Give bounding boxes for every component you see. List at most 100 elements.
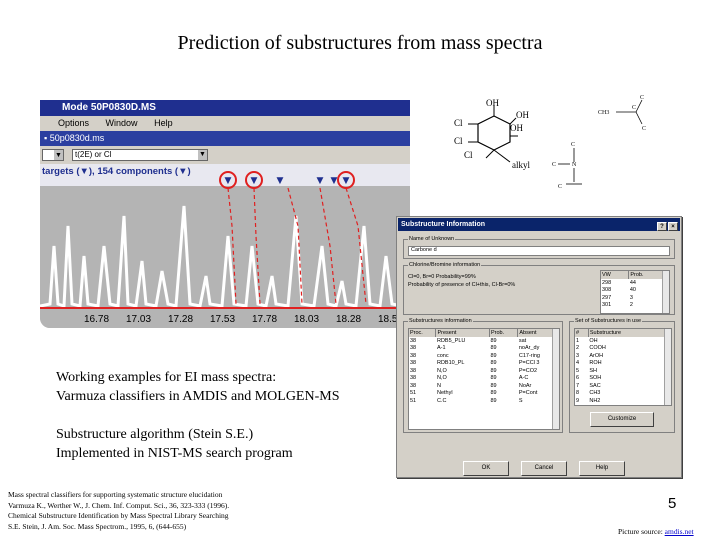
amdis-toolbar: ▼ t(2E) or Cl ▼ — [40, 146, 410, 164]
list-item[interactable]: 301 2 — [602, 302, 633, 309]
acetyl-structure: C CH3 C C — [598, 95, 646, 132]
table-row[interactable]: 38 A-1 89 noAr_dy — [410, 345, 540, 352]
page-number: 5 — [668, 495, 677, 512]
targets-summary: targets (▼), 154 components (▼) — [40, 164, 410, 188]
axis-tick: 18.5 — [378, 314, 398, 325]
stein-line-1: Substructure algorithm (Stein S.E.) — [56, 427, 254, 442]
axis-tick: 17.53 — [210, 314, 236, 325]
struct-label: CH3 — [598, 110, 609, 116]
reference-line: Mass spectral classifiers for supporting… — [8, 490, 223, 499]
stein-text: Substructure algorithm (Stein S.E.) Impl… — [56, 425, 293, 463]
list-item[interactable]: 9 NH2 — [576, 397, 601, 404]
target-dropdown[interactable]: t(2E) or Cl ▼ — [72, 149, 208, 161]
table-row[interactable]: 38 conc 89 C17-ring — [410, 352, 540, 359]
molgen-name: MOLGEN-MS — [254, 389, 340, 404]
references: Mass spectral classifiers for supporting… — [8, 490, 348, 532]
struct-label: C — [640, 95, 644, 101]
substructures-group: Substructures information Proc. Present … — [403, 318, 563, 433]
name-group: Name of Unknown Carbone d — [403, 236, 675, 259]
struct-label: N — [572, 162, 577, 168]
cancel-button[interactable]: Cancel — [521, 461, 567, 476]
list-item[interactable]: 8 CH3 — [576, 390, 601, 397]
menu-options[interactable]: Options — [58, 118, 90, 128]
ok-button[interactable]: OK — [463, 461, 509, 476]
axis-tick: 17.28 — [168, 314, 194, 325]
chlorine-group-label: Chlorine/Bromine information — [408, 262, 482, 268]
col-header[interactable]: Prob. — [489, 329, 519, 337]
amine-structure: C C N C — [552, 142, 582, 190]
list-item[interactable]: 6 SOH — [576, 375, 602, 382]
axis-tick: 18.28 — [336, 314, 362, 325]
table-row[interactable]: 38 RDB10_PL 89 P=CCl 3 — [410, 360, 540, 367]
list-item[interactable]: 298 44 — [602, 279, 636, 286]
struct-label: OH — [516, 110, 529, 120]
reference-line: Varmuza K., Werther W., J. Chem. Inf. Co… — [8, 500, 230, 510]
axis-tick: 16.78 — [84, 314, 110, 325]
list-item[interactable]: 1 OH — [576, 337, 598, 344]
chlorine-line: Probability of presence of Cl+this, Cl-B… — [408, 282, 516, 288]
struct-label: OH — [510, 123, 523, 133]
help-button[interactable]: Help — [579, 461, 625, 476]
picture-source: Picture source: amdis.net — [618, 527, 694, 536]
scrollbar[interactable] — [664, 329, 671, 405]
amdis-menubar: Options Window Help — [40, 116, 410, 131]
table-row[interactable]: 38 N,O 89 P=CO2 — [410, 367, 538, 374]
list-item[interactable]: 3 ArOH — [576, 352, 604, 359]
help-icon[interactable]: ? — [657, 222, 667, 231]
customize-button[interactable]: Customize — [590, 412, 654, 427]
list-item[interactable]: 5 SH — [576, 367, 597, 374]
source-link[interactable]: amdis.net — [664, 527, 694, 536]
svg-text:▼: ▼ — [331, 176, 338, 186]
struct-label: Cl — [464, 150, 473, 160]
table-row[interactable]: 51 Nethyl 89 P=Cont — [410, 390, 538, 397]
target-markers — [227, 187, 367, 305]
svg-text:▼: ▼ — [277, 176, 284, 186]
col-header[interactable]: Substructure — [588, 329, 671, 337]
chlorophenol-structure: OH OH OH Cl Cl Cl alkyl — [454, 98, 530, 170]
name-group-label: Name of Unknown — [408, 236, 456, 242]
svg-text:▼: ▼ — [343, 176, 350, 186]
scrollbar[interactable] — [662, 271, 669, 313]
list-item[interactable]: 297 3 — [602, 294, 633, 301]
substructures-group-label: Substructures information — [408, 318, 473, 324]
substructure-set-group: Set of Substructures in use # Substructu… — [569, 318, 675, 433]
list-item[interactable]: 2 COOH — [576, 345, 606, 352]
scrollbar[interactable] — [552, 329, 559, 429]
col-header[interactable]: Present — [435, 329, 490, 337]
mode-dropdown[interactable]: ▼ — [42, 149, 64, 161]
axis-tick: 17.78 — [252, 314, 278, 325]
vw-list[interactable]: VW Prob. 298 44 308 40 297 3 301 2 — [600, 270, 670, 314]
col-header[interactable]: # — [575, 329, 589, 337]
struct-label: C — [642, 126, 646, 132]
dialog-title: Substructure Information — [401, 221, 486, 228]
list-item[interactable]: 7 SAC — [576, 382, 601, 389]
working-line-1: Working examples for EI mass spectra: — [56, 370, 277, 385]
substructure-set-list[interactable]: # Substructure 1 OH 2 COOH 3 ArOH 4 ROH 5 SH … — [574, 328, 672, 406]
chromatogram-plot[interactable]: ▼ ▼ ▼ ▼ ▼ ▼ — [40, 171, 410, 328]
amdis-titlebar: Mode 50P0830D.MS — [40, 100, 410, 116]
close-icon[interactable]: × — [668, 222, 678, 231]
time-axis: 16.78 17.03 17.28 17.53 17.78 18.03 18.2… — [40, 312, 410, 328]
table-row[interactable]: 38 N,O 89 A-C — [410, 375, 529, 382]
chlorine-text: Cl=0, Br=0 Probability=99% Probability o… — [408, 273, 515, 289]
table-row[interactable]: 38 RDB5_PLU 89 sat — [410, 337, 527, 344]
name-field[interactable]: Carbone d — [408, 246, 670, 256]
amdis-document-bar: ▪ 50p0830d.ms — [40, 131, 410, 146]
col-header[interactable]: Proc. — [409, 329, 437, 337]
menu-window[interactable]: Window — [105, 118, 138, 128]
struct-label: C — [558, 184, 562, 190]
axis-tick: 17.03 — [126, 314, 152, 325]
list-item[interactable]: 308 40 — [602, 287, 636, 294]
target-dropdown-value: t(2E) or Cl — [75, 150, 112, 159]
amdis-screenshot: Mode 50P0830D.MS Options Window Help ▪ 5… — [40, 100, 410, 328]
table-row[interactable]: 51 C.C 89 S — [410, 397, 523, 404]
stein-line-2: Implemented in NIST-MS search program — [56, 446, 293, 461]
working-line-2: Varmuza classifiers in AMDIS and MOLGEN-… — [56, 389, 340, 404]
chevron-down-icon: ▼ — [198, 150, 207, 160]
svg-text:▼: ▼ — [225, 176, 232, 186]
table-row[interactable]: 38 N 89 NoAr — [410, 382, 532, 389]
list-item[interactable]: 4 ROH — [576, 360, 602, 367]
substructure-list[interactable]: Proc. Present Prob. Absent 38 RDB5_PLU 89 s… — [408, 328, 560, 430]
struct-label: alkyl — [512, 160, 530, 170]
menu-help[interactable]: Help — [154, 118, 173, 128]
